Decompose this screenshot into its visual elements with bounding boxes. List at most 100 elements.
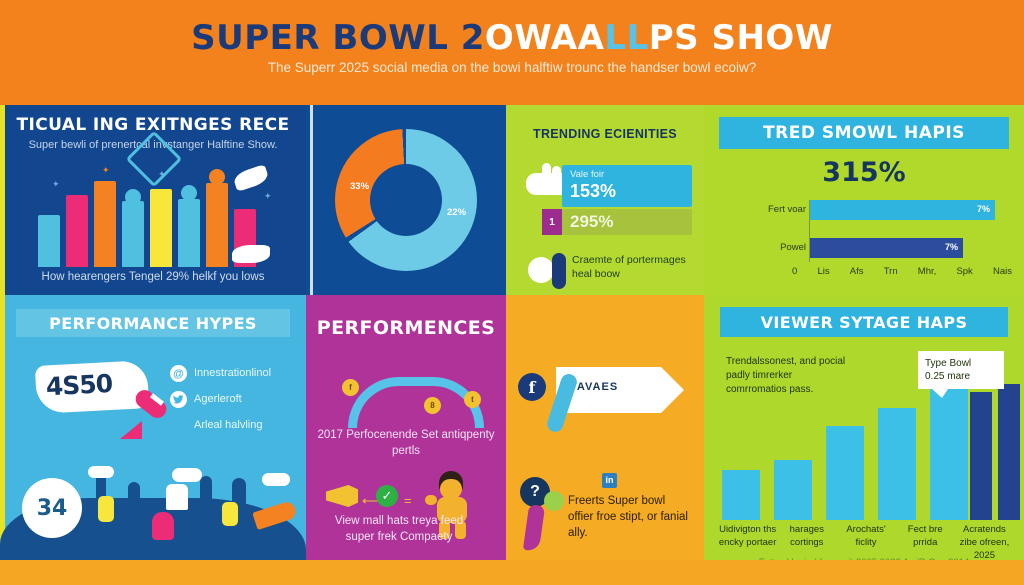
panel8-bar bbox=[930, 375, 968, 520]
panel8-bar bbox=[826, 426, 864, 520]
panel8-bar-highlight bbox=[970, 392, 992, 520]
axis-label: Arochats' ficlity bbox=[846, 524, 886, 548]
panel-trending-ecienities: TRENDING ECIENITIES Vale foir 153% 1 295… bbox=[506, 105, 704, 295]
donut-label-blue: 22% bbox=[447, 207, 467, 218]
panel3-note: Craemte of portermages heal boow bbox=[572, 254, 686, 280]
panel7-caption: Freerts Super bowl offier froe stipt, or… bbox=[568, 495, 688, 539]
lightbulb-icon bbox=[528, 253, 568, 291]
donut-chart: 33% 22% bbox=[335, 129, 477, 271]
panel8-note: Trendalssonest, and pocial padly timrerk… bbox=[726, 356, 846, 395]
panel-super-bowl-offer: TAVAES f ? in Freerts Super bowl offier … bbox=[506, 295, 704, 560]
deco-bar bbox=[66, 195, 88, 267]
arc-dot-mid: 8 bbox=[424, 397, 441, 414]
list-item[interactable]: Arleal halvling bbox=[170, 417, 300, 443]
panel8-bar bbox=[722, 470, 760, 520]
person-illustration bbox=[425, 471, 475, 539]
facebook-icon[interactable]: f bbox=[518, 373, 546, 401]
question-glyph: ? bbox=[530, 483, 540, 500]
tooltip-title: Type Bowl bbox=[925, 358, 972, 369]
axis-label: Fect bre prrida bbox=[907, 524, 943, 548]
panel3-title: TRENDING ECIENITIES bbox=[533, 127, 677, 141]
linkedin-icon[interactable]: in bbox=[602, 473, 617, 488]
panel8-x-axis-labels: Uidivigton ths encky portaer harages cor… bbox=[718, 523, 1014, 560]
panel6-caption-2: View mall hats treya feed super frek Com… bbox=[334, 515, 464, 543]
crowd-figure bbox=[178, 185, 200, 211]
panel4-bar2: 7% bbox=[810, 238, 963, 258]
axis-label: Uidivigton ths encky portaer bbox=[718, 524, 777, 548]
panel-performences: PERFORMENCES f 8 t 2017 Perfocenende Set… bbox=[306, 295, 506, 560]
crowd-figure bbox=[122, 189, 144, 215]
panel8-bar-highlight bbox=[998, 384, 1020, 520]
panel4-bar1: 7% bbox=[810, 200, 995, 220]
panel1-subtitle: Super bewli of prenertcal invstanger Hal… bbox=[28, 139, 278, 151]
at-icon: @ bbox=[170, 365, 187, 382]
deco-bar bbox=[178, 199, 200, 267]
title-part-dark: SUPER BOWL 2 bbox=[191, 18, 485, 58]
crowd-silhouette-illustration: 34 bbox=[0, 462, 306, 560]
linkedin-glyph: in bbox=[605, 475, 614, 485]
panel5-banner: PERFORMANCE HYPES bbox=[16, 309, 290, 337]
axis-tick: 0 bbox=[792, 266, 798, 277]
poster-footer-bar bbox=[0, 560, 1024, 585]
axis-label: Acratends zibe ofreen, 2025 bbox=[959, 524, 1010, 560]
deco-bar bbox=[94, 181, 116, 267]
panel6-caption-1: 2017 Perfocenende Set antiqpenty pertls bbox=[317, 429, 495, 457]
axis-tick: Lis bbox=[817, 266, 830, 277]
panel8-banner: VIEWER SYTAGE HAPS bbox=[720, 307, 1008, 337]
sparkle-icon: ✦ bbox=[102, 165, 110, 175]
panel4-bar1-label: Fert voar bbox=[767, 204, 806, 215]
panel3-stat-block: Vale foir 153% 1 295% bbox=[542, 165, 692, 235]
axis-tick: Trn bbox=[883, 266, 898, 277]
panel3-row1-value: 153% bbox=[570, 181, 617, 201]
panel3-row1-caption: Vale foir bbox=[570, 169, 605, 180]
axis-tick: Mhr, bbox=[917, 266, 937, 277]
list-item[interactable]: Agerleroft bbox=[170, 391, 300, 417]
panel8-footer-text: Fettord by ind fer cavi) 2005 2022 Ay iR… bbox=[704, 557, 1024, 560]
deco-bar bbox=[206, 183, 228, 267]
left-accent-stripe bbox=[0, 105, 5, 295]
facebook-glyph: f bbox=[528, 377, 536, 397]
sign-label: TAVAES bbox=[570, 381, 619, 393]
panel-ticual-ing-exitnges: TICUAL ING EXITNGES RECE Super bewli of … bbox=[0, 105, 306, 295]
list-item[interactable]: @ Innestrationlinol bbox=[170, 365, 300, 391]
panel4-bar1-value: 7% bbox=[976, 204, 990, 214]
panel-grid: TICUAL ING EXITNGES RECE Super bewli of … bbox=[0, 105, 1024, 560]
panel4-bar2-value: 7% bbox=[944, 242, 958, 252]
panel4-bar-chart: Fert voar 7% Powel 7% 0 Lis Afs Trn Mhr,… bbox=[762, 200, 1012, 280]
panel5-social-list: @ Innestrationlinol Agerleroft Arleal ha… bbox=[170, 365, 300, 443]
panel-donut-chart: 33% 22% bbox=[306, 105, 506, 295]
sock-icon bbox=[522, 504, 546, 552]
panel5-item-label: Agerleroft bbox=[194, 393, 242, 405]
panel8-bar bbox=[878, 408, 916, 520]
panel-tred-smowl-hapis: TRED SMOWL HAPIS 315% Fert voar 7% Powel… bbox=[704, 105, 1024, 295]
deco-bar bbox=[122, 201, 144, 267]
deco-bar bbox=[150, 189, 172, 267]
axis-label: harages cortings bbox=[789, 524, 824, 548]
panel8-tooltip: Type Bowl 0.25 mare bbox=[918, 351, 1004, 398]
panel4-banner: TRED SMOWL HAPIS bbox=[719, 117, 1009, 149]
axis-tick: Nais bbox=[992, 266, 1012, 277]
rocket-icon bbox=[120, 386, 176, 443]
tooltip-value: 0.25 mare bbox=[925, 371, 971, 382]
poster-header: SUPER BOWL 2OWAALLPS SHOW The Superr 202… bbox=[0, 0, 1024, 105]
chart-axis-line bbox=[809, 200, 810, 262]
deco-bar bbox=[38, 215, 60, 267]
panel1-footer-text: How hearengers Tengel 29% helkf you lows bbox=[41, 271, 265, 283]
hand-pointer-icon bbox=[526, 163, 566, 207]
page-subtitle: The Superr 2025 social media on the bowi… bbox=[267, 60, 757, 75]
panel5-banner-label: PERFORMANCE HYPES bbox=[49, 313, 257, 333]
panel5-item-label: Arleal halvling bbox=[194, 419, 263, 431]
panel1-illustration: ✦ ✦ ✦ ✦ bbox=[38, 130, 273, 267]
panel3-row2-value: 295% bbox=[570, 212, 614, 231]
panel8-banner-label: VIEWER SYTAGE HAPS bbox=[760, 312, 968, 332]
title-part-accent: LL bbox=[604, 18, 649, 58]
title-part-light2: PS SHOW bbox=[648, 18, 833, 58]
arc-dot-right: t bbox=[464, 391, 481, 408]
arc-dot-left: f bbox=[342, 379, 359, 396]
panel5-item-label: Innestrationlinol bbox=[194, 367, 272, 379]
left-accent-stripe bbox=[0, 295, 5, 560]
crowd-figure bbox=[206, 169, 228, 195]
title-part-light: OWAA bbox=[484, 18, 605, 58]
sparkle-icon: ✦ bbox=[264, 191, 272, 201]
